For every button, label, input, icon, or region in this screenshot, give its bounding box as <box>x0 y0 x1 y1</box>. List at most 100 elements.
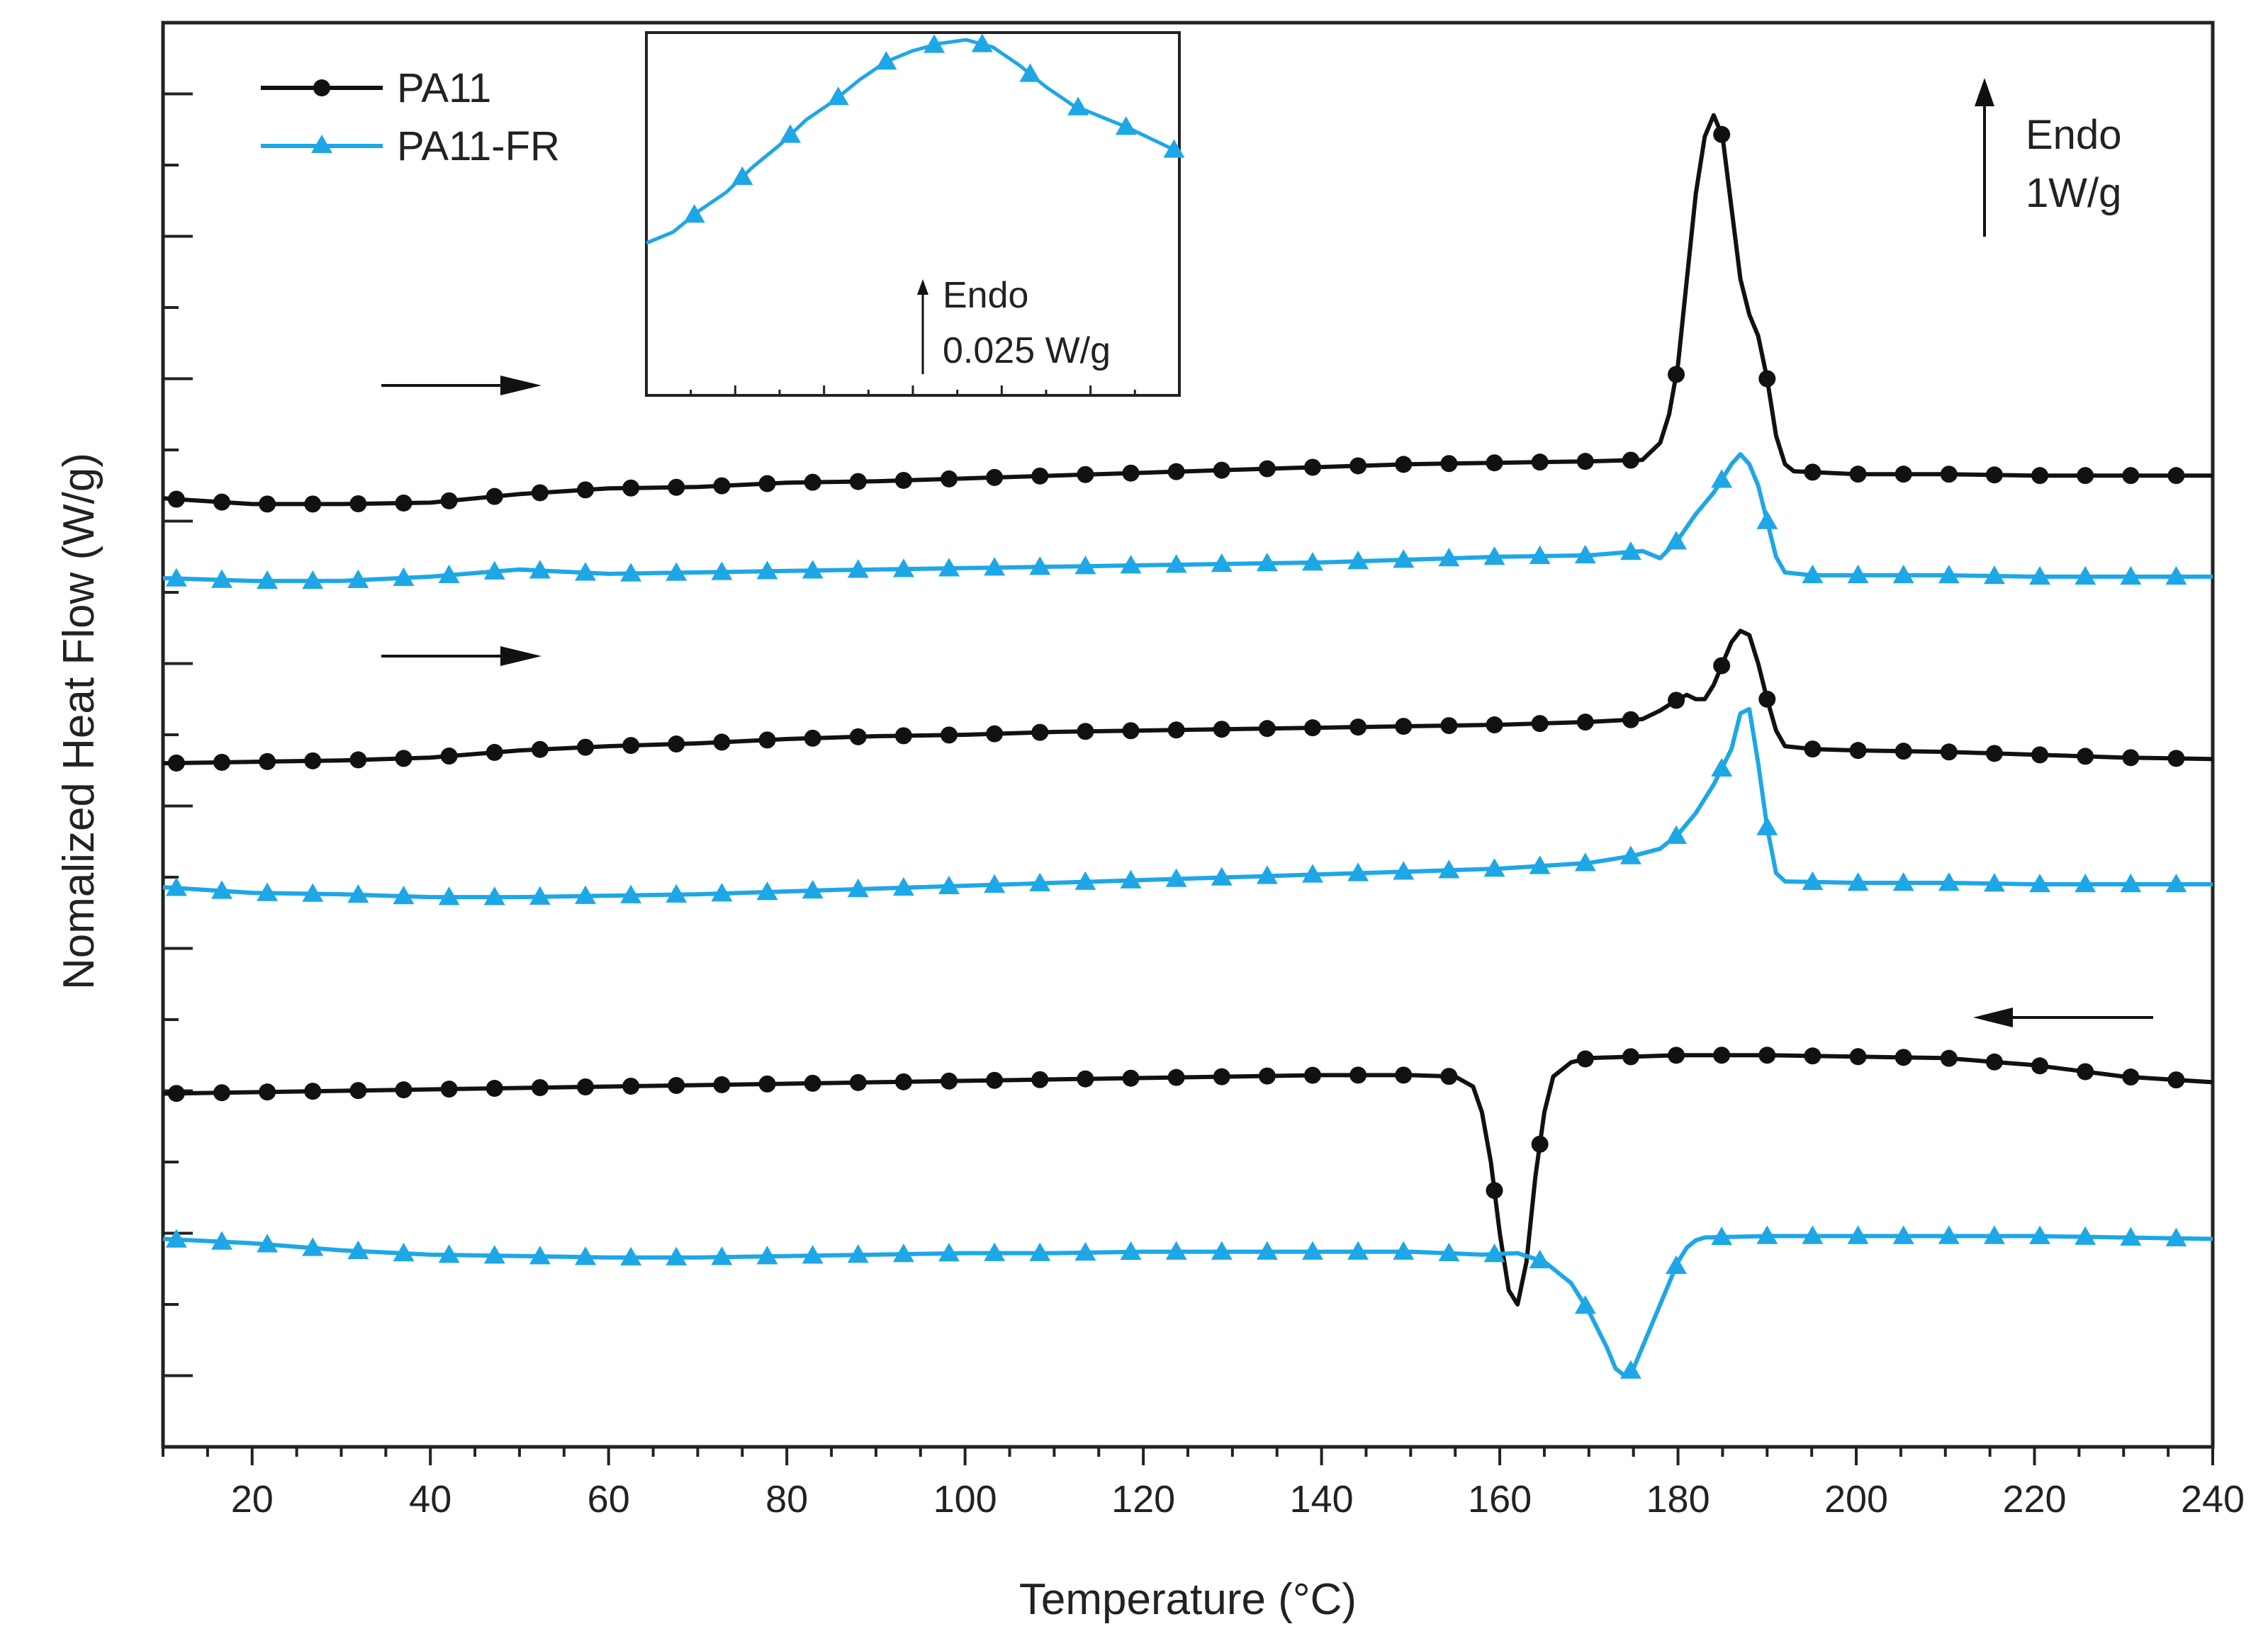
data-point-pa11-fr-second-heating <box>1666 825 1688 844</box>
data-point-pa11-fr-second-heating <box>2029 874 2051 893</box>
data-point-pa11-second-heating <box>1077 723 1094 740</box>
data-point-pa11-fr-second-heating <box>802 879 824 899</box>
data-point-pa11-fr-second-heating <box>1892 872 1914 891</box>
data-point-pa11-first-heating <box>2122 467 2140 485</box>
data-point-pa11-fr-cooling <box>1029 1242 1051 1261</box>
direction-arrow-cooling <box>1973 1008 2153 1027</box>
data-point-pa11-fr-first-heating <box>1302 551 1324 571</box>
data-point-pa11-second-heating <box>440 748 458 765</box>
data-point-pa11-fr-second-heating <box>1393 861 1415 880</box>
data-point-pa11-fr-cooling <box>1393 1241 1415 1260</box>
data-point-pa11-first-heating <box>304 495 322 513</box>
data-point-pa11-cooling <box>531 1079 549 1097</box>
data-point-pa11-first-heating <box>2031 467 2049 485</box>
data-point-pa11-first-heating <box>1031 467 1049 485</box>
data-point-pa11-fr-first-heating <box>393 567 415 586</box>
data-point-pa11-cooling <box>941 1072 958 1090</box>
data-point-pa11-fr-first-heating <box>1666 531 1688 550</box>
inset-endo-label: Endo <box>943 275 1028 316</box>
data-point-pa11-second-heating <box>986 725 1004 743</box>
data-point-pa11-fr-second-heating <box>1347 862 1369 881</box>
data-point-pa11-fr-cooling <box>1483 1243 1505 1263</box>
data-point-pa11-fr-first-heating <box>1438 548 1460 567</box>
data-point-pa11-fr-cooling <box>1347 1241 1369 1260</box>
inset-data-point <box>1163 139 1185 158</box>
data-point-pa11-fr-cooling <box>847 1244 869 1263</box>
data-point-pa11-fr-first-heating <box>1120 555 1142 574</box>
data-point-pa11-first-heating <box>1258 460 1276 478</box>
data-point-pa11-fr-second-heating <box>2120 874 2142 893</box>
direction-arrow-first-heating <box>381 376 541 395</box>
data-point-pa11-cooling <box>713 1076 731 1093</box>
data-point-pa11-second-heating <box>849 728 867 745</box>
data-point-pa11-fr-second-heating <box>938 875 960 895</box>
data-point-pa11-first-heating <box>1985 466 2003 484</box>
data-point-pa11-fr-cooling <box>575 1246 597 1265</box>
data-point-pa11-fr-first-heating <box>620 563 642 582</box>
data-point-pa11-first-heating <box>1713 125 1731 143</box>
data-point-pa11-cooling <box>1077 1070 1094 1088</box>
data-point-pa11-fr-cooling <box>302 1237 324 1256</box>
y-axis-ticks <box>163 21 193 1448</box>
data-point-pa11-first-heating <box>1349 457 1367 475</box>
data-point-pa11-fr-first-heating <box>1756 510 1778 529</box>
data-point-pa11-fr-cooling <box>711 1246 733 1265</box>
data-point-pa11-fr-first-heating <box>165 568 187 587</box>
data-point-pa11-first-heating <box>986 468 1004 486</box>
data-point-pa11-second-heating <box>894 727 912 745</box>
data-point-pa11-fr-first-heating <box>1393 549 1415 568</box>
data-point-pa11-cooling <box>304 1083 322 1100</box>
data-point-pa11-cooling <box>395 1081 412 1099</box>
data-point-pa11-first-heating <box>622 479 640 497</box>
inset-data-point <box>1067 96 1089 115</box>
inset-data-point <box>827 86 849 106</box>
data-point-pa11-first-heating <box>1304 458 1322 476</box>
data-point-pa11-second-heating <box>1031 723 1049 741</box>
data-point-pa11-fr-second-heating <box>1120 869 1142 889</box>
data-point-pa11-fr-second-heating <box>1483 858 1505 877</box>
data-point-pa11-fr-second-heating <box>847 878 869 898</box>
data-point-pa11-first-heating <box>259 495 276 513</box>
data-point-pa11-second-heating <box>1531 715 1549 733</box>
data-point-pa11-cooling <box>1031 1071 1049 1088</box>
data-point-pa11-cooling <box>259 1083 276 1101</box>
data-point-pa11-fr-first-heating <box>483 560 505 580</box>
data-point-pa11-second-heating <box>304 752 322 769</box>
data-point-pa11-fr-cooling <box>257 1234 279 1253</box>
data-point-pa11-cooling <box>1395 1066 1413 1084</box>
inset-frame <box>645 31 1181 397</box>
data-point-pa11-first-heating <box>1622 451 1639 469</box>
x-tick-label: 80 <box>765 1478 808 1521</box>
data-point-pa11-fr-first-heating <box>1802 564 1824 584</box>
data-point-pa11-fr-cooling <box>1666 1255 1688 1274</box>
data-point-pa11-fr-second-heating <box>1802 871 1824 891</box>
data-point-pa11-fr-second-heating <box>1302 864 1324 883</box>
data-point-pa11-fr-second-heating <box>529 886 551 905</box>
data-point-pa11-cooling <box>1531 1135 1549 1153</box>
series-layer <box>162 113 2213 1379</box>
data-point-pa11-fr-first-heating <box>1256 553 1278 572</box>
data-point-pa11-first-heating <box>167 490 185 508</box>
data-point-pa11-fr-first-heating <box>438 564 460 584</box>
data-point-pa11-second-heating <box>1576 714 1594 731</box>
data-point-pa11-fr-first-heating <box>210 569 232 588</box>
data-point-pa11-second-heating <box>622 737 640 755</box>
data-point-pa11-first-heating <box>531 484 549 502</box>
data-point-pa11-cooling <box>1622 1048 1639 1066</box>
data-point-pa11-fr-cooling <box>1438 1242 1460 1262</box>
inset-data-point <box>731 166 753 186</box>
data-point-pa11-fr-second-heating <box>1938 872 1960 891</box>
inset-data-point <box>1019 63 1041 82</box>
data-point-pa11-fr-first-heating <box>892 558 914 577</box>
data-point-pa11-second-heating <box>531 740 549 758</box>
data-point-pa11-second-heating <box>758 731 776 749</box>
data-point-pa11-fr-first-heating <box>938 558 960 577</box>
data-point-pa11-fr-cooling <box>802 1245 824 1264</box>
inset-scale-label: 0.025 W/g <box>943 330 1111 371</box>
data-point-pa11-fr-first-heating <box>347 569 369 589</box>
data-point-pa11-first-heating <box>1940 466 1958 483</box>
x-tick-label: 120 <box>1111 1478 1175 1521</box>
data-point-pa11-fr-cooling <box>1256 1241 1278 1260</box>
data-point-pa11-fr-cooling <box>210 1231 232 1250</box>
